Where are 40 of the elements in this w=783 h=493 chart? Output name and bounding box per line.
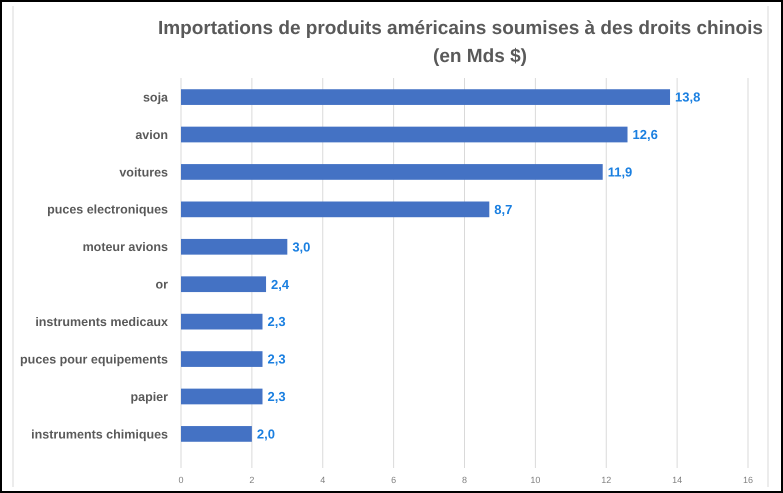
y-tick-label: voitures bbox=[119, 165, 168, 180]
data-label: 2,3 bbox=[268, 352, 286, 367]
bar bbox=[181, 426, 252, 442]
x-tick-label: 12 bbox=[601, 475, 612, 485]
bar bbox=[181, 202, 490, 218]
data-label: 2,3 bbox=[268, 389, 286, 404]
data-label: 3,0 bbox=[292, 239, 310, 254]
bar bbox=[181, 164, 603, 180]
y-tick-label: papier bbox=[130, 390, 168, 404]
bar bbox=[181, 276, 266, 292]
x-tick-label: 2 bbox=[249, 475, 254, 485]
chart-title: Importations de produits américains soumises à des droits chinois (en Mds $) bbox=[158, 18, 763, 67]
data-label: 2,4 bbox=[271, 276, 290, 292]
y-tick-label: puces electroniques bbox=[47, 202, 168, 217]
bar bbox=[181, 314, 263, 330]
x-tick-label: 4 bbox=[320, 475, 326, 485]
x-tick-label: 0 bbox=[178, 475, 184, 485]
data-label: 8,7 bbox=[494, 202, 512, 217]
y-tick-label: puces pour equipements bbox=[20, 352, 168, 366]
x-tick-label: 6 bbox=[391, 475, 396, 485]
bar bbox=[181, 89, 670, 105]
data-label: 12,6 bbox=[632, 127, 658, 142]
y-tick-label: avion bbox=[135, 128, 168, 142]
y-tick-label: instruments chimiques bbox=[31, 427, 168, 442]
x-tick-label: 10 bbox=[530, 475, 540, 485]
y-tick-label: moteur avions bbox=[82, 240, 168, 254]
bar bbox=[181, 126, 628, 142]
y-tick-label: soja bbox=[142, 90, 170, 104]
y-tick-label: or bbox=[156, 278, 168, 292]
bar bbox=[181, 388, 263, 404]
data-label: 2,0 bbox=[256, 426, 275, 442]
data-label: 11,9 bbox=[608, 164, 632, 180]
bar bbox=[181, 351, 263, 367]
y-tick-label: instruments medicaux bbox=[35, 315, 168, 330]
x-tick-label: 14 bbox=[672, 475, 682, 485]
x-tick-label: 16 bbox=[742, 475, 754, 485]
x-tick-label: 8 bbox=[462, 475, 468, 485]
data-label: 2,3 bbox=[268, 314, 286, 330]
bar bbox=[181, 238, 288, 255]
data-label: 13,8 bbox=[675, 90, 700, 105]
